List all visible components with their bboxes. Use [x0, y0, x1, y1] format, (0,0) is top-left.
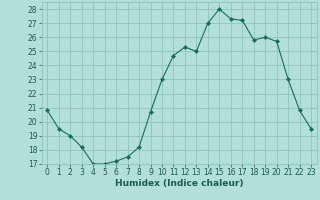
- X-axis label: Humidex (Indice chaleur): Humidex (Indice chaleur): [115, 179, 244, 188]
